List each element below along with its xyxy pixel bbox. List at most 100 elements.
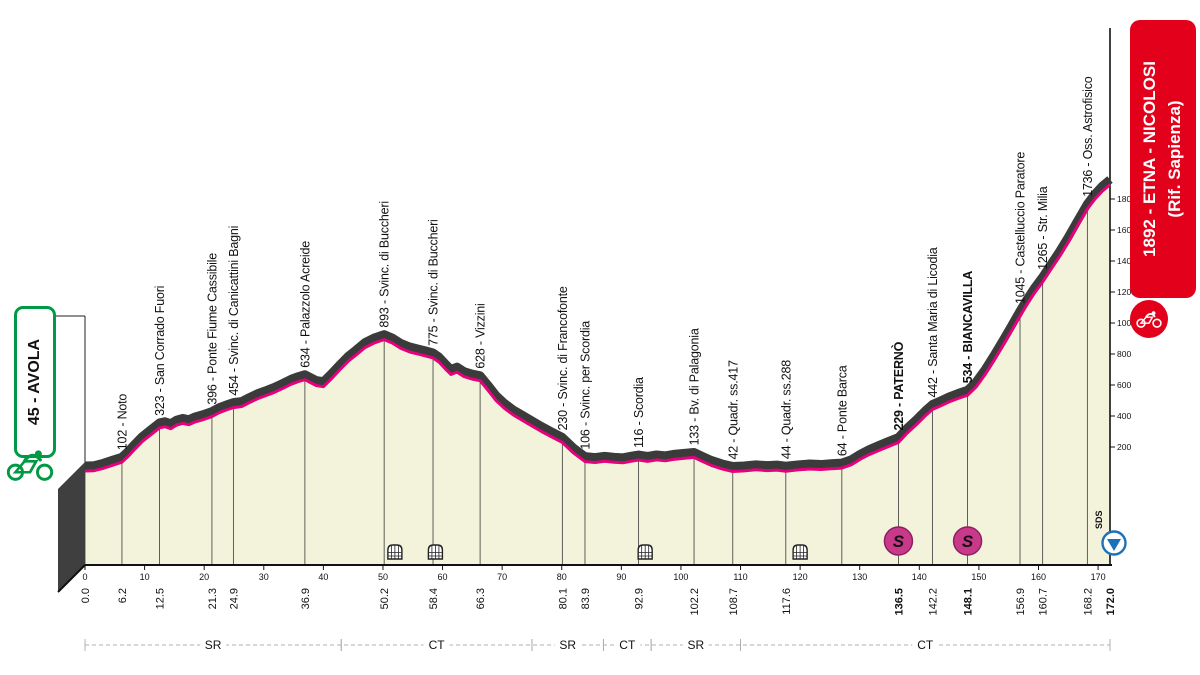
sds-label: SDS — [1094, 510, 1104, 529]
elevation-tick-label: 400 — [1117, 411, 1131, 421]
km-distance-label: 6.2 — [117, 588, 129, 603]
road-segment-label-bg — [554, 637, 581, 652]
tunnel-icon — [637, 544, 653, 560]
waypoint-label: 534 - BIANCAVILLA — [961, 271, 975, 384]
km-distance-label: 36.9 — [300, 588, 312, 609]
km-distance-label: 21.3 — [207, 588, 219, 609]
km-distance-label: 12.5 — [154, 588, 166, 609]
km-tick-label: 60 — [438, 572, 448, 582]
elevation-band — [84, 176, 1113, 471]
waypoint-label: 396 - Ponte Fiume Cassibile — [205, 253, 219, 405]
waypoint-label: 323 - San Corrado Fuori — [153, 286, 167, 416]
road-segment-label: CT — [917, 638, 934, 652]
km-tick-label: 40 — [318, 572, 328, 582]
road-segment-label: SR — [687, 638, 704, 652]
km-tick-label: 150 — [971, 572, 986, 582]
km-tick-label: 170 — [1091, 572, 1106, 582]
km-distance-label: 108.7 — [728, 588, 740, 616]
start-label: 45 - AVOLA — [26, 338, 43, 426]
km-distance-label: 0.0 — [80, 588, 92, 603]
waypoint-label: 229 - PATERNÒ — [891, 341, 906, 430]
km-tick-label: 80 — [557, 572, 567, 582]
axis-slant — [57, 564, 86, 593]
finish-label-line2: (Rif. Sapienza) — [1165, 100, 1184, 218]
elevation-tick-label: 1800 — [1117, 194, 1136, 204]
km-tick-label: 140 — [912, 572, 927, 582]
km-distance-label: 92.9 — [634, 588, 646, 609]
finish-cyclist-badge — [1130, 300, 1168, 338]
km-tick-label: 20 — [199, 572, 209, 582]
km-distance-label: 58.4 — [428, 588, 440, 609]
waypoint-label: 628 - Vizzini — [474, 303, 488, 368]
km-tick-label: 100 — [673, 572, 688, 582]
waypoint-label: 775 - Svinc. di Buccheri — [427, 219, 441, 346]
road-segment-label: SR — [205, 638, 222, 652]
road-segment-label: CT — [429, 638, 446, 652]
waypoint-label: 106 - Svinc. per Scordia — [578, 321, 592, 450]
km-tick-label: 0 — [82, 572, 87, 582]
start-cyclist-icon — [6, 450, 54, 481]
profile-outline — [84, 183, 1111, 473]
waypoint-label: 442 - Santa Maria di Licodia — [926, 247, 940, 397]
waypoint-label: 1265 - Str. Milia — [1036, 186, 1050, 270]
km-distance-label: 160.7 — [1038, 588, 1050, 616]
tunnel-icon — [427, 544, 444, 560]
profile-area — [85, 184, 1110, 565]
km-tick-label: 160 — [1031, 572, 1046, 582]
start-label-box: 45 - AVOLA — [14, 306, 56, 458]
km-distance-label: 156.9 — [1015, 588, 1027, 616]
waypoint-label: 133 - Bv. di Palagonia — [688, 328, 702, 445]
road-segment-label-bg — [200, 637, 227, 652]
road-segment-label-bg — [423, 637, 450, 652]
road-segment-label-bg — [614, 637, 641, 652]
elevation-tick-label: 1600 — [1117, 225, 1136, 235]
sprint-icon: S — [952, 526, 983, 556]
km-tick-label: 10 — [140, 572, 150, 582]
waypoint-label: 454 - Svinc. di Canicattini Bagni — [227, 226, 241, 396]
tunnel-icon — [792, 544, 808, 560]
waypoint-label: 634 - Palazzolo Acreide — [298, 241, 312, 368]
km-tick-label: 70 — [497, 572, 507, 582]
road-segment-label-bg — [912, 637, 939, 652]
km-tick-label: 130 — [852, 572, 867, 582]
profile-extrusion — [58, 462, 85, 592]
waypoint-label: 893 - Svinc. di Buccheri — [378, 201, 392, 328]
km-tick-label: 110 — [733, 572, 747, 582]
elevation-tick-label: 1400 — [1117, 256, 1136, 266]
km-distance-label: 142.2 — [927, 588, 939, 616]
finish-label-line1: 1892 - ETNA - NICOLOSI — [1140, 61, 1159, 257]
elevation-tick-label: 600 — [1117, 380, 1131, 390]
svg-text:S: S — [962, 532, 974, 551]
km-distance-label: 117.6 — [781, 588, 793, 615]
km-distance-label: 102.2 — [689, 588, 701, 616]
waypoint-label: 1736 - Oss. Astrofisico — [1081, 76, 1095, 197]
km-distance-label: 172.0 — [1105, 588, 1117, 616]
finish-cyclist-icon — [1136, 311, 1162, 328]
tunnel-icon — [387, 544, 403, 560]
svg-text:S: S — [893, 532, 905, 551]
km-distance-label: 168.2 — [1082, 588, 1094, 616]
finish-arrow-icon — [1101, 530, 1127, 556]
km-distance-label: 136.5 — [893, 588, 905, 616]
sprint-icon: S — [883, 526, 914, 556]
waypoint-label: 42 - Quadr. ss.417 — [726, 360, 740, 459]
waypoint-label: 116 - Scordia — [632, 377, 646, 448]
waypoint-label: 102 - Noto — [115, 394, 129, 451]
km-distance-label: 80.1 — [557, 588, 569, 609]
km-tick-label: 30 — [259, 572, 269, 582]
road-segment-label: CT — [619, 638, 636, 652]
waypoint-label: 64 - Ponte Barca — [835, 365, 849, 456]
finish-label-box: 1892 - ETNA - NICOLOSI (Rif. Sapienza) — [1130, 20, 1196, 298]
elevation-tick-label: 1000 — [1117, 318, 1136, 328]
waypoint-label: 230 - Svinc. di Francofonte — [556, 286, 570, 430]
km-distance-label: 50.2 — [379, 588, 391, 609]
km-tick-label: 120 — [793, 572, 808, 582]
km-tick-label: 50 — [378, 572, 388, 582]
km-distance-label: 83.9 — [580, 588, 592, 609]
waypoint-label: 1045 - Castelluccio Paratore — [1014, 152, 1028, 304]
km-tick-label: 90 — [616, 572, 626, 582]
elevation-tick-label: 800 — [1117, 349, 1131, 359]
road-segment-label: SR — [559, 638, 576, 652]
road-segment-label-bg — [682, 637, 709, 652]
